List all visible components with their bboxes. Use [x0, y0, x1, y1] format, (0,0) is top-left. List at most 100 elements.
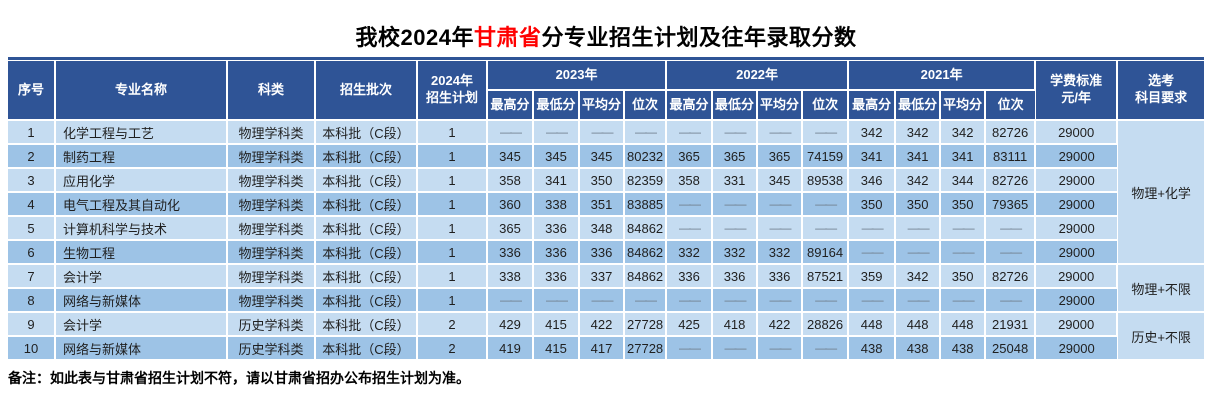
cell-score-2022-0: 358: [666, 168, 714, 193]
cell-score-2021-1: ——: [895, 288, 942, 313]
title-province-highlight: 甘肃省: [473, 25, 542, 50]
cell-score-2022-3: ——: [802, 192, 850, 217]
header-2023-min: 最低分: [533, 90, 580, 121]
cell-score-2023-0: 429: [487, 312, 534, 337]
cell-category: 物理学科类: [227, 192, 316, 217]
cell-score-2022-0: 336: [666, 264, 714, 289]
cell-batch: 本科批（C段）: [315, 312, 418, 337]
cell-score-2022-3: ——: [802, 216, 850, 241]
cell-score-2022-1: 331: [712, 168, 759, 193]
cell-score-2023-3: 84862: [624, 216, 668, 241]
header-batch: 招生批次: [315, 61, 418, 121]
cell-batch: 本科批（C段）: [315, 288, 418, 313]
cell-score-2023-1: 336: [533, 240, 580, 265]
cell-score-2021-2: 350: [940, 192, 987, 217]
cell-score-2021-0: ——: [848, 240, 897, 265]
table-row: 6 生物工程 物理学科类 本科批（C段） 1 336 336 336 84862 332 332 33…: [8, 240, 1204, 265]
cell-plan-2024: 1: [417, 168, 488, 193]
cell-score-2021-2: 350: [940, 264, 987, 289]
cell-major: 会计学: [55, 312, 228, 337]
header-2022-max: 最高分: [666, 90, 714, 121]
cell-score-2023-0: 360: [487, 192, 534, 217]
cell-score-2023-0: 336: [487, 240, 534, 265]
cell-major: 制药工程: [55, 144, 228, 169]
cell-score-2022-0: 365: [666, 144, 714, 169]
cell-score-2023-3: 84862: [624, 240, 668, 265]
table-row: 7 会计学 物理学科类 本科批（C段） 1 338 336 337 84862 336 336 336…: [8, 264, 1205, 313]
cell-score-2022-3: 89164: [802, 240, 850, 265]
cell-tuition: 29000: [1035, 144, 1118, 169]
cell-seq: 2: [8, 144, 56, 169]
cell-score-2021-0: 342: [848, 120, 897, 145]
cell-major: 计算机科学与技术: [55, 216, 228, 241]
cell-score-2021-3: ——: [985, 288, 1037, 313]
cell-score-2021-2: 344: [940, 168, 987, 193]
cell-score-2021-3: 82726: [985, 168, 1037, 193]
cell-tuition: 29000: [1035, 192, 1118, 217]
header-plan-2024: 2024年 招生计划: [417, 61, 488, 121]
header-2022-rank: 位次: [802, 90, 850, 121]
cell-plan-2024: 1: [417, 288, 488, 313]
cell-plan-2024: 1: [417, 240, 488, 265]
cell-score-2021-0: 438: [848, 336, 897, 361]
cell-score-2021-2: ——: [940, 240, 987, 265]
cell-score-2022-1: ——: [712, 336, 759, 361]
cell-score-2023-0: ——: [487, 120, 534, 145]
cell-score-2022-2: ——: [757, 288, 804, 313]
header-year-2022: 2022年: [666, 61, 850, 91]
cell-score-2021-3: 21931: [985, 312, 1037, 337]
cell-score-2022-1: ——: [712, 288, 759, 313]
cell-score-2023-1: 338: [533, 192, 580, 217]
cell-subject-requirement: 物理+化学: [1117, 120, 1205, 265]
cell-score-2023-3: ——: [624, 288, 668, 313]
cell-score-2022-2: 336: [757, 264, 804, 289]
cell-score-2022-3: 28826: [802, 312, 850, 337]
table-row: 8 网络与新媒体 物理学科类 本科批（C段） 1 —— —— —— —— —— —— —— —— —— ——…: [8, 288, 1204, 313]
header-2021-rank: 位次: [985, 90, 1036, 121]
cell-seq: 1: [8, 120, 56, 145]
cell-score-2021-1: 341: [895, 144, 942, 169]
cell-batch: 本科批（C段）: [315, 120, 418, 145]
cell-score-2023-2: 351: [579, 192, 625, 217]
header-2023-rank: 位次: [624, 90, 668, 121]
cell-score-2021-3: 25048: [985, 336, 1037, 361]
cell-score-2022-1: 336: [712, 264, 759, 289]
cell-plan-2024: 2: [417, 336, 488, 361]
table-row: 5 计算机科学与技术 物理学科类 本科批（C段） 1 365 336 348 84862 —— ——…: [8, 216, 1204, 241]
cell-score-2022-3: ——: [802, 120, 850, 145]
cell-score-2023-2: 345: [579, 144, 625, 169]
cell-score-2021-0: 341: [848, 144, 897, 169]
header-2021-min: 最低分: [895, 90, 942, 121]
cell-score-2023-2: 337: [579, 264, 625, 289]
header-2021-avg: 平均分: [940, 90, 987, 121]
cell-plan-2024: 1: [417, 120, 488, 145]
cell-score-2021-0: 359: [848, 264, 897, 289]
cell-score-2022-1: ——: [712, 216, 759, 241]
cell-score-2023-1: 336: [533, 264, 580, 289]
header-2021-max: 最高分: [848, 90, 897, 121]
table-row: 10 网络与新媒体 历史学科类 本科批（C段） 2 419 415 417 27728 —— —— —…: [8, 336, 1204, 361]
cell-tuition: 29000: [1035, 240, 1118, 265]
cell-major: 应用化学: [55, 168, 228, 193]
cell-score-2022-3: 87521: [802, 264, 850, 289]
cell-score-2022-2: 422: [757, 312, 804, 337]
cell-score-2023-3: 84862: [624, 264, 668, 289]
cell-score-2023-3: 27728: [624, 336, 668, 361]
cell-tuition: 29000: [1035, 336, 1118, 361]
table-row: 3 应用化学 物理学科类 本科批（C段） 1 358 341 350 82359 358 331 34…: [8, 168, 1204, 193]
cell-score-2023-2: 417: [579, 336, 625, 361]
header-subject-req: 选考 科目要求: [1117, 61, 1205, 121]
cell-score-2023-3: ——: [624, 120, 668, 145]
cell-score-2023-3: 82359: [624, 168, 668, 193]
header-tuition: 学费标准 元/年: [1035, 61, 1119, 121]
cell-score-2022-1: ——: [712, 120, 759, 145]
cell-subject-requirement: 历史+不限: [1117, 312, 1205, 361]
cell-score-2023-3: 80232: [624, 144, 668, 169]
cell-score-2021-1: ——: [895, 240, 942, 265]
cell-score-2021-0: 350: [848, 192, 897, 217]
cell-score-2023-1: 336: [533, 216, 580, 241]
cell-score-2021-3: ——: [985, 240, 1037, 265]
cell-seq: 9: [8, 312, 56, 337]
cell-score-2021-3: 79365: [985, 192, 1037, 217]
cell-score-2021-0: 346: [848, 168, 897, 193]
